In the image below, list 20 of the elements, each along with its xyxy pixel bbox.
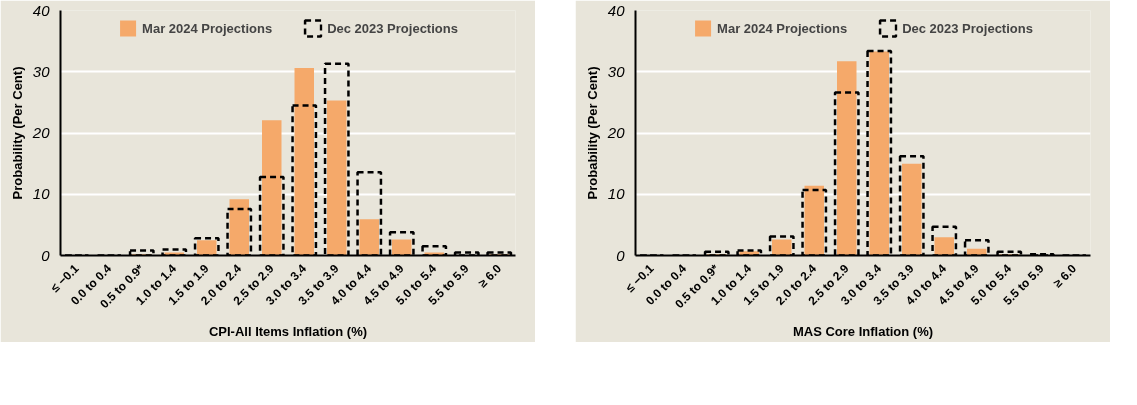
legend-label: Dec 2023 Projections <box>902 20 1033 36</box>
legend-label: Mar 2024 Projections <box>717 20 848 36</box>
y-tick-label: 0 <box>41 246 51 264</box>
legend-label: Dec 2023 Projections <box>327 20 458 36</box>
x-axis-title: CPI-All Items Inflation (%) <box>208 324 368 340</box>
y-tick-label: 40 <box>607 1 626 19</box>
y-tick-label: 10 <box>607 185 626 203</box>
x-tick-label: ≥ 6.0 <box>475 261 505 291</box>
y-tick-label: 30 <box>607 62 626 80</box>
x-axis-title: MAS Core Inflation (%) <box>792 324 934 340</box>
y-tick-label: 40 <box>32 1 51 19</box>
y-axis-title: Probability (Per Cent) <box>584 66 600 200</box>
y-tick-label: 20 <box>606 124 626 141</box>
y-tick-label: 30 <box>32 62 51 80</box>
y-tick-label: 10 <box>32 185 51 203</box>
x-tick-label: ≥ 6.0 <box>1050 261 1080 291</box>
y-tick-label: 0 <box>616 246 626 264</box>
legend-label: Mar 2024 Projections <box>142 20 273 36</box>
y-axis-title: Probability (Per Cent) <box>9 66 25 200</box>
y-tick-label: 20 <box>31 124 51 141</box>
